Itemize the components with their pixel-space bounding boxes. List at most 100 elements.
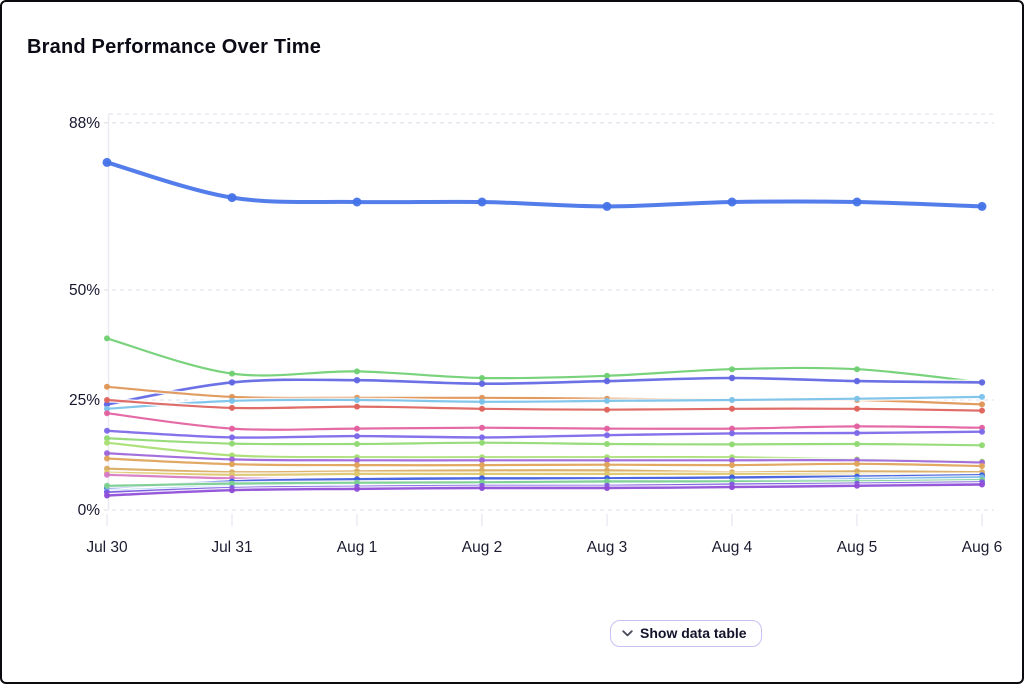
series-8-point-7[interactable] bbox=[854, 430, 860, 436]
series-5-point-6[interactable] bbox=[729, 397, 735, 403]
series-7-point-3[interactable] bbox=[354, 425, 360, 432]
series-3-point-5[interactable] bbox=[603, 377, 611, 385]
series-1-point-3[interactable] bbox=[352, 197, 362, 207]
series-20-point-2[interactable] bbox=[229, 487, 235, 494]
series-7-point-6[interactable] bbox=[729, 425, 735, 432]
series-5-point-1[interactable] bbox=[104, 405, 110, 412]
series-10-point-1[interactable] bbox=[104, 439, 110, 446]
series-6-point-5[interactable] bbox=[604, 406, 610, 413]
series-20-point-7[interactable] bbox=[854, 482, 860, 489]
series-11-point-1[interactable] bbox=[104, 450, 110, 457]
series-11-line[interactable] bbox=[105, 452, 984, 464]
series-12-point-7[interactable] bbox=[854, 460, 860, 467]
series-20-point-4[interactable] bbox=[479, 485, 485, 491]
series-12-point-5[interactable] bbox=[604, 461, 610, 468]
series-6-point-3[interactable] bbox=[354, 403, 360, 410]
series-2-point-7[interactable] bbox=[854, 366, 860, 373]
series-9-point-2[interactable] bbox=[229, 440, 235, 447]
series-9-point-3[interactable] bbox=[354, 441, 360, 447]
series-20-point-8[interactable] bbox=[979, 481, 985, 488]
series-12-point-4[interactable] bbox=[479, 462, 485, 469]
series-8-point-8[interactable] bbox=[979, 428, 985, 435]
series-2-point-5[interactable] bbox=[604, 372, 610, 379]
series-9-point-7[interactable] bbox=[854, 441, 860, 447]
series-3-point-8[interactable] bbox=[978, 379, 986, 386]
series-3-point-3[interactable] bbox=[353, 377, 361, 384]
series-14-point-4[interactable] bbox=[479, 470, 485, 477]
series-11-point-3[interactable] bbox=[354, 457, 360, 464]
series-8-point-5[interactable] bbox=[604, 432, 610, 439]
series-14-point-5[interactable] bbox=[604, 470, 610, 477]
series-11-point-6[interactable] bbox=[729, 457, 735, 464]
series-7-point-4[interactable] bbox=[479, 424, 485, 431]
series-12-line[interactable] bbox=[105, 457, 984, 468]
series-11-point-4[interactable] bbox=[479, 457, 485, 464]
series-9-line[interactable] bbox=[105, 437, 984, 447]
series-12-point-3[interactable] bbox=[354, 462, 360, 469]
series-5-line[interactable] bbox=[105, 395, 984, 410]
series-2-point-4[interactable] bbox=[479, 375, 485, 381]
show-data-table-button[interactable]: Show data table bbox=[610, 620, 762, 647]
series-20-point-5[interactable] bbox=[604, 485, 610, 491]
series-8-line[interactable] bbox=[105, 429, 984, 439]
series-7-point-2[interactable] bbox=[229, 425, 235, 432]
series-5-point-4[interactable] bbox=[479, 398, 485, 405]
series-20-point-3[interactable] bbox=[354, 485, 360, 492]
series-6-point-2[interactable] bbox=[229, 404, 235, 411]
series-7-point-5[interactable] bbox=[604, 425, 610, 432]
series-2-point-2[interactable] bbox=[229, 370, 235, 377]
series-9-point-1[interactable] bbox=[104, 435, 110, 442]
series-3-point-1[interactable] bbox=[103, 401, 111, 408]
series-3-point-6[interactable] bbox=[728, 374, 736, 382]
series-20-line[interactable] bbox=[105, 483, 984, 497]
series-4-point-8[interactable] bbox=[979, 401, 985, 408]
series-18-point-5[interactable] bbox=[604, 478, 610, 485]
series-9-point-6[interactable] bbox=[729, 441, 735, 448]
series-11-point-5[interactable] bbox=[604, 457, 610, 464]
series-3-line[interactable] bbox=[105, 376, 984, 406]
series-20-point-1[interactable] bbox=[104, 492, 110, 499]
series-6-point-8[interactable] bbox=[979, 407, 985, 414]
series-1-point-5[interactable] bbox=[602, 201, 612, 211]
series-8-point-3[interactable] bbox=[354, 433, 360, 440]
series-8-point-4[interactable] bbox=[479, 434, 485, 441]
series-7-point-1[interactable] bbox=[104, 410, 110, 417]
series-4-point-1[interactable] bbox=[104, 383, 110, 390]
series-3-point-4[interactable] bbox=[478, 380, 486, 387]
series-2-point-6[interactable] bbox=[729, 366, 735, 373]
series-20-point-6[interactable] bbox=[729, 484, 735, 491]
series-5-point-8[interactable] bbox=[979, 393, 985, 400]
series-1-line[interactable] bbox=[105, 160, 984, 209]
series-5-point-2[interactable] bbox=[229, 397, 235, 404]
series-5-point-7[interactable] bbox=[854, 395, 860, 402]
series-1-point-8[interactable] bbox=[977, 201, 987, 211]
series-9-point-8[interactable] bbox=[979, 442, 985, 449]
series-6-point-6[interactable] bbox=[729, 405, 735, 412]
series-12-point-1[interactable] bbox=[104, 455, 110, 462]
series-1-point-2[interactable] bbox=[227, 193, 237, 203]
series-1-point-4[interactable] bbox=[477, 197, 487, 207]
series-12-point-2[interactable] bbox=[229, 461, 235, 468]
series-6-line[interactable] bbox=[105, 398, 984, 412]
series-15-point-1[interactable] bbox=[104, 471, 110, 478]
series-18-point-2[interactable] bbox=[229, 480, 235, 487]
series-3-point-7[interactable] bbox=[853, 377, 861, 385]
series-8-point-1[interactable] bbox=[104, 427, 110, 434]
series-1-point-1[interactable] bbox=[102, 157, 112, 167]
series-1-point-6[interactable] bbox=[727, 197, 737, 207]
series-18-point-1[interactable] bbox=[104, 482, 110, 489]
series-2-point-3[interactable] bbox=[354, 368, 360, 375]
series-16-line[interactable] bbox=[105, 474, 984, 490]
series-12-point-6[interactable] bbox=[729, 462, 735, 469]
series-5-point-3[interactable] bbox=[354, 397, 360, 403]
series-8-point-2[interactable] bbox=[229, 434, 235, 441]
series-2-point-1[interactable] bbox=[104, 335, 110, 342]
series-6-point-1[interactable] bbox=[104, 397, 110, 403]
series-9-point-5[interactable] bbox=[604, 441, 610, 447]
series-14-point-3[interactable] bbox=[354, 470, 360, 477]
series-3-point-2[interactable] bbox=[228, 379, 236, 386]
series-9-point-4[interactable] bbox=[479, 439, 485, 446]
series-7-point-7[interactable] bbox=[854, 423, 860, 430]
series-8-point-6[interactable] bbox=[729, 430, 735, 437]
series-7-line[interactable] bbox=[105, 412, 984, 431]
